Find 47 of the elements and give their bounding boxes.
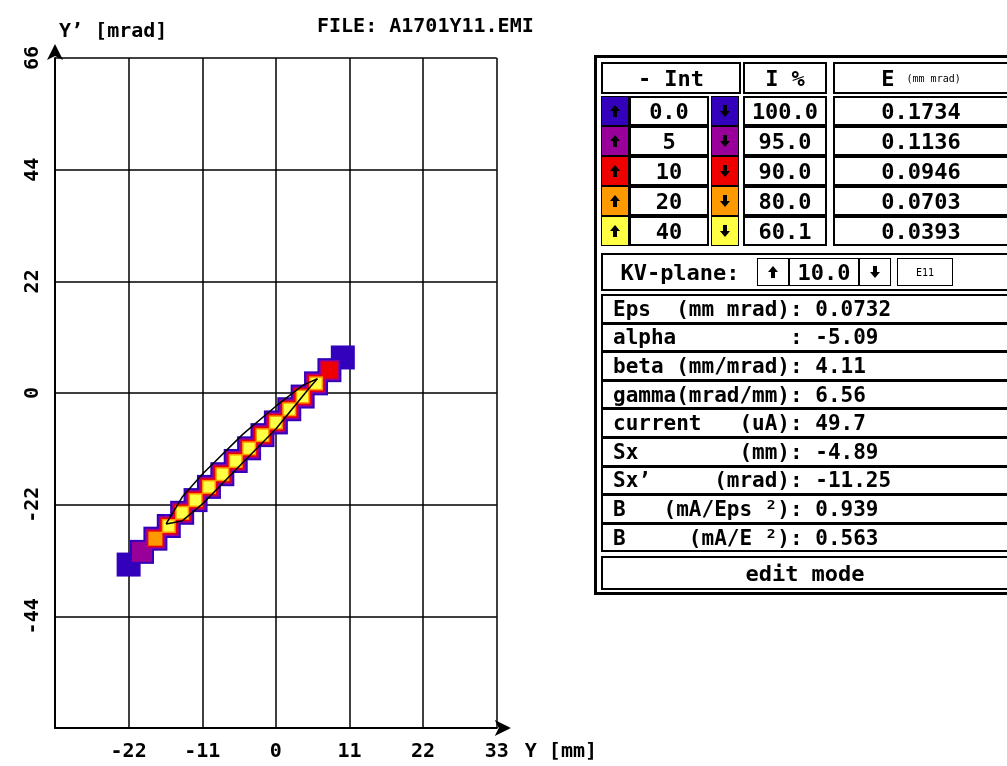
text: 95.0 — [743, 126, 827, 156]
text: 0.1734 — [833, 96, 1007, 126]
text: E11 — [915, 266, 935, 278]
text: 0.0393 — [833, 216, 1007, 246]
text: I % — [743, 62, 827, 94]
y-tick-label: 44 — [19, 157, 43, 182]
text: 60.1 — [743, 216, 827, 246]
text: KV-plane: — [619, 258, 741, 287]
text: Sx’ (mrad): -11.25 — [601, 465, 1007, 496]
text: Eps (mm mrad): 0.0732 — [601, 294, 1007, 324]
x-tick-label: 11 — [337, 738, 362, 762]
text: 40 — [629, 216, 709, 246]
text: 10.0 — [789, 258, 859, 286]
text: 10 — [629, 156, 709, 186]
text: 0.0703 — [833, 186, 1007, 216]
x-tick-label: 0 — [269, 738, 282, 762]
text: 80.0 — [743, 186, 827, 216]
text: gamma(mrad/mm): 6.56 — [601, 379, 1007, 410]
text: 20 — [629, 186, 709, 216]
text: current (uA): 49.7 — [601, 408, 1007, 438]
y-tick-label: -22 — [19, 486, 43, 523]
x-tick-label: -11 — [184, 738, 221, 762]
text: 5 — [629, 126, 709, 156]
text: B (mA/Eps ²): 0.939 — [601, 494, 1007, 524]
x-tick-label: 22 — [411, 738, 436, 762]
y-axis-title: Y’ [mrad] — [59, 18, 168, 42]
text: 100.0 — [743, 96, 827, 126]
x-axis-title: Y [mm] — [524, 738, 597, 762]
text: 0.0946 — [833, 156, 1007, 186]
text: E — [881, 65, 895, 91]
text: alpha : -5.09 — [601, 322, 1007, 353]
x-tick-label: -22 — [110, 738, 147, 762]
text: (mm mrad) — [906, 72, 961, 84]
text: - Int — [601, 62, 741, 94]
text: beta (mm/mrad): 4.11 — [601, 351, 1007, 381]
y-tick-label: 22 — [19, 269, 43, 294]
y-tick-label: 66 — [19, 45, 43, 71]
text: 90.0 — [743, 156, 827, 186]
y-tick-label: -44 — [19, 598, 43, 635]
text: edit mode — [601, 556, 1007, 590]
text: Sx (mm): -4.89 — [601, 437, 1007, 467]
text: 0.0 — [629, 96, 709, 126]
y-tick-label: 0 — [19, 386, 43, 400]
chart-title: FILE: A1701Y11.EMI — [317, 13, 534, 37]
text: B (mA/E ²): 0.563 — [601, 522, 1007, 553]
x-tick-label: 33 — [484, 738, 509, 762]
text: 0.1136 — [833, 126, 1007, 156]
